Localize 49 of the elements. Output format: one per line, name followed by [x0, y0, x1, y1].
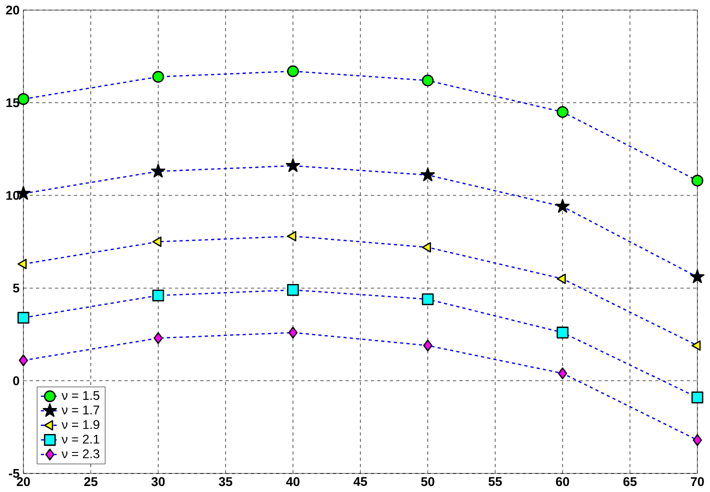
x-tick-label: 65	[623, 477, 637, 486]
point	[422, 293, 434, 306]
point	[152, 290, 164, 302]
point	[558, 368, 568, 380]
point	[17, 258, 27, 270]
x-tick-label: 30	[151, 477, 165, 486]
point	[690, 270, 705, 284]
point	[286, 158, 300, 172]
point	[18, 354, 28, 366]
y-tick-label: 20	[6, 6, 20, 15]
x-tick-label: 35	[218, 477, 232, 486]
point	[17, 312, 30, 324]
y-tick-label: -5	[8, 469, 20, 478]
y-tick-label: 15	[6, 98, 20, 108]
x-tick-label: 70	[690, 477, 704, 486]
point	[691, 174, 704, 187]
point	[420, 168, 435, 182]
point	[287, 231, 296, 242]
x-tick-label: 50	[421, 477, 434, 486]
x-tick-label: 55	[488, 477, 502, 486]
point	[691, 340, 701, 351]
y-tick-label: 5	[13, 284, 20, 293]
point	[287, 65, 299, 78]
x-tick-label: 40	[286, 477, 300, 486]
point	[556, 326, 568, 339]
legend-label: ν = 1.5	[62, 391, 100, 400]
point	[287, 284, 299, 296]
point	[556, 106, 568, 118]
y-tick-label: 10	[6, 191, 20, 200]
legend-label: ν = 2.1	[62, 434, 100, 444]
x-tick-label: 60	[556, 477, 570, 486]
legend-label: ν = 1.9	[62, 420, 100, 430]
point	[692, 434, 702, 446]
x-tick-label: 45	[354, 477, 368, 486]
x-tick-label: 25	[84, 477, 98, 486]
point	[691, 392, 704, 404]
point	[151, 164, 166, 178]
point	[154, 332, 163, 344]
legend-label: ν = 1.7	[62, 406, 100, 414]
point	[422, 242, 432, 253]
point	[422, 74, 434, 87]
point	[152, 71, 164, 83]
point	[555, 199, 570, 213]
y-tick-label: 0	[13, 376, 20, 386]
point	[423, 340, 432, 352]
legend-label: ν = 2.3	[62, 449, 100, 458]
point	[556, 274, 566, 284]
point	[152, 236, 162, 248]
point	[288, 326, 298, 339]
